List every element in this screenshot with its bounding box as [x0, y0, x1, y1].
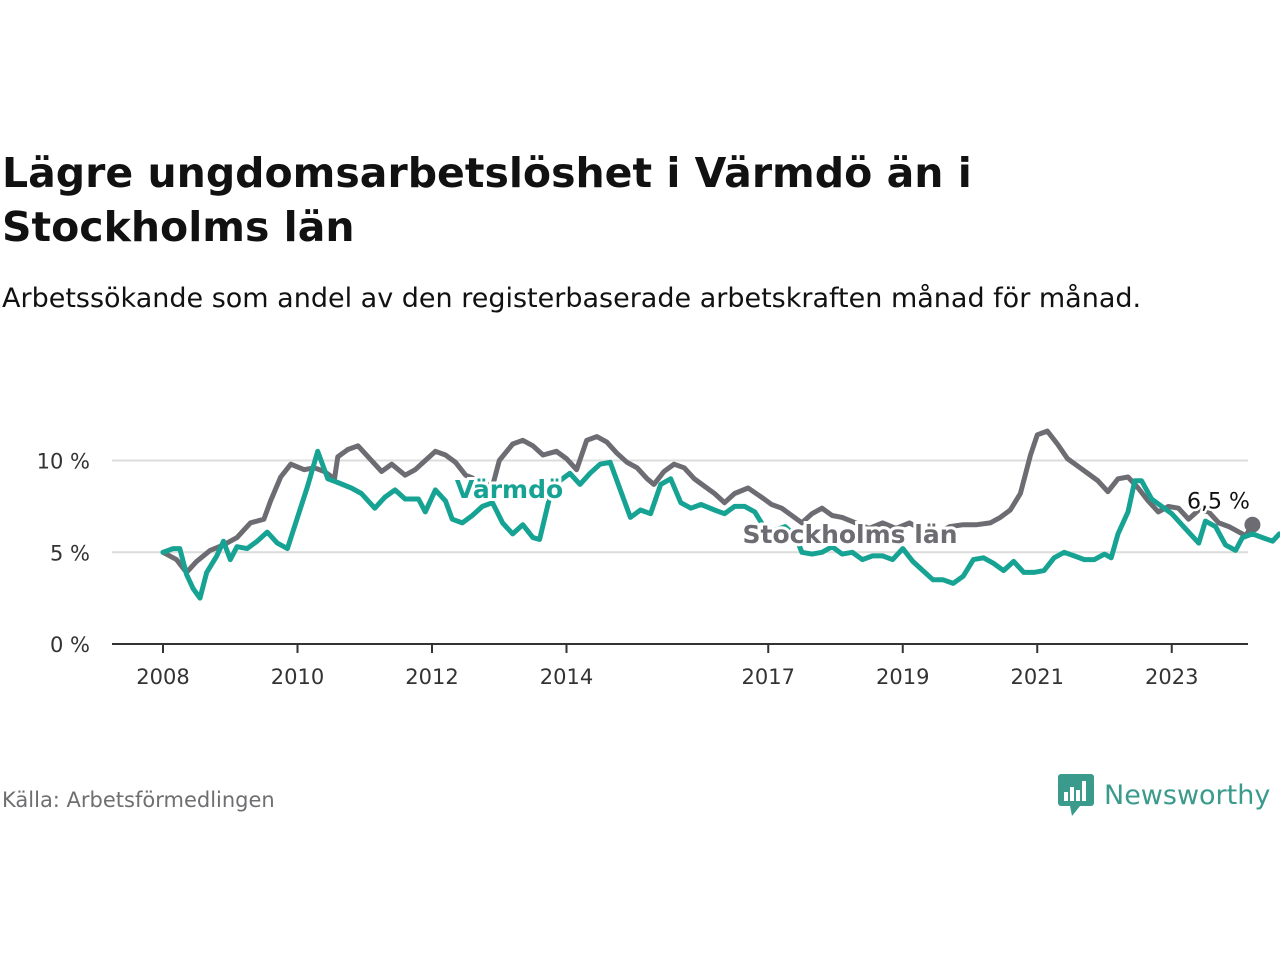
series-end-point — [1244, 516, 1261, 533]
chart-subtitle: Arbetssökande som andel av den registerb… — [2, 283, 1142, 314]
y-tick-label: 10 % — [37, 450, 90, 474]
x-tick-label: 2010 — [271, 665, 324, 689]
line-chart: 0 %5 %10 % 2008 2010 2012 2014 2017 2019 2021 2… — [37, 428, 1280, 689]
chart-title: Lägre ungdomsarbetslöshet i Värmdö än i … — [2, 149, 972, 251]
x-tick-label: 2008 — [136, 665, 189, 689]
brand-name: Newsworthy — [1104, 779, 1271, 811]
x-tick-label: 2021 — [1011, 665, 1064, 689]
x-tick-label: 2014 — [540, 665, 593, 689]
x-tick-label: 2017 — [742, 665, 795, 689]
x-axis-ticks — [162, 644, 1173, 653]
end-label-stockholm: 6,5 % — [1187, 490, 1250, 515]
x-tick-label: 2012 — [405, 665, 458, 689]
series-line — [160, 448, 1280, 601]
gridlines — [112, 459, 1248, 554]
x-axis-labels: 2008 2010 2012 2014 2017 2019 2021 2023 — [136, 665, 1198, 689]
x-tick-label: 2019 — [876, 665, 929, 689]
y-axis-labels: 0 % 5 % 10 % — [37, 450, 90, 658]
series-line — [160, 428, 1255, 575]
series-lines — [160, 428, 1280, 601]
newsworthy-logo-icon — [1058, 774, 1094, 816]
newsworthy-logo: Newsworthy — [1058, 772, 1270, 818]
source-note: Källa: Arbetsförmedlingen — [2, 788, 275, 812]
annotation-varmdo: Värmdö — [455, 475, 563, 504]
x-tick-label: 2023 — [1145, 665, 1198, 689]
y-tick-label: 5 % — [50, 541, 90, 565]
y-tick-label: 0 % — [50, 633, 90, 657]
annotation-stockholm: Stockholms län — [743, 520, 958, 549]
